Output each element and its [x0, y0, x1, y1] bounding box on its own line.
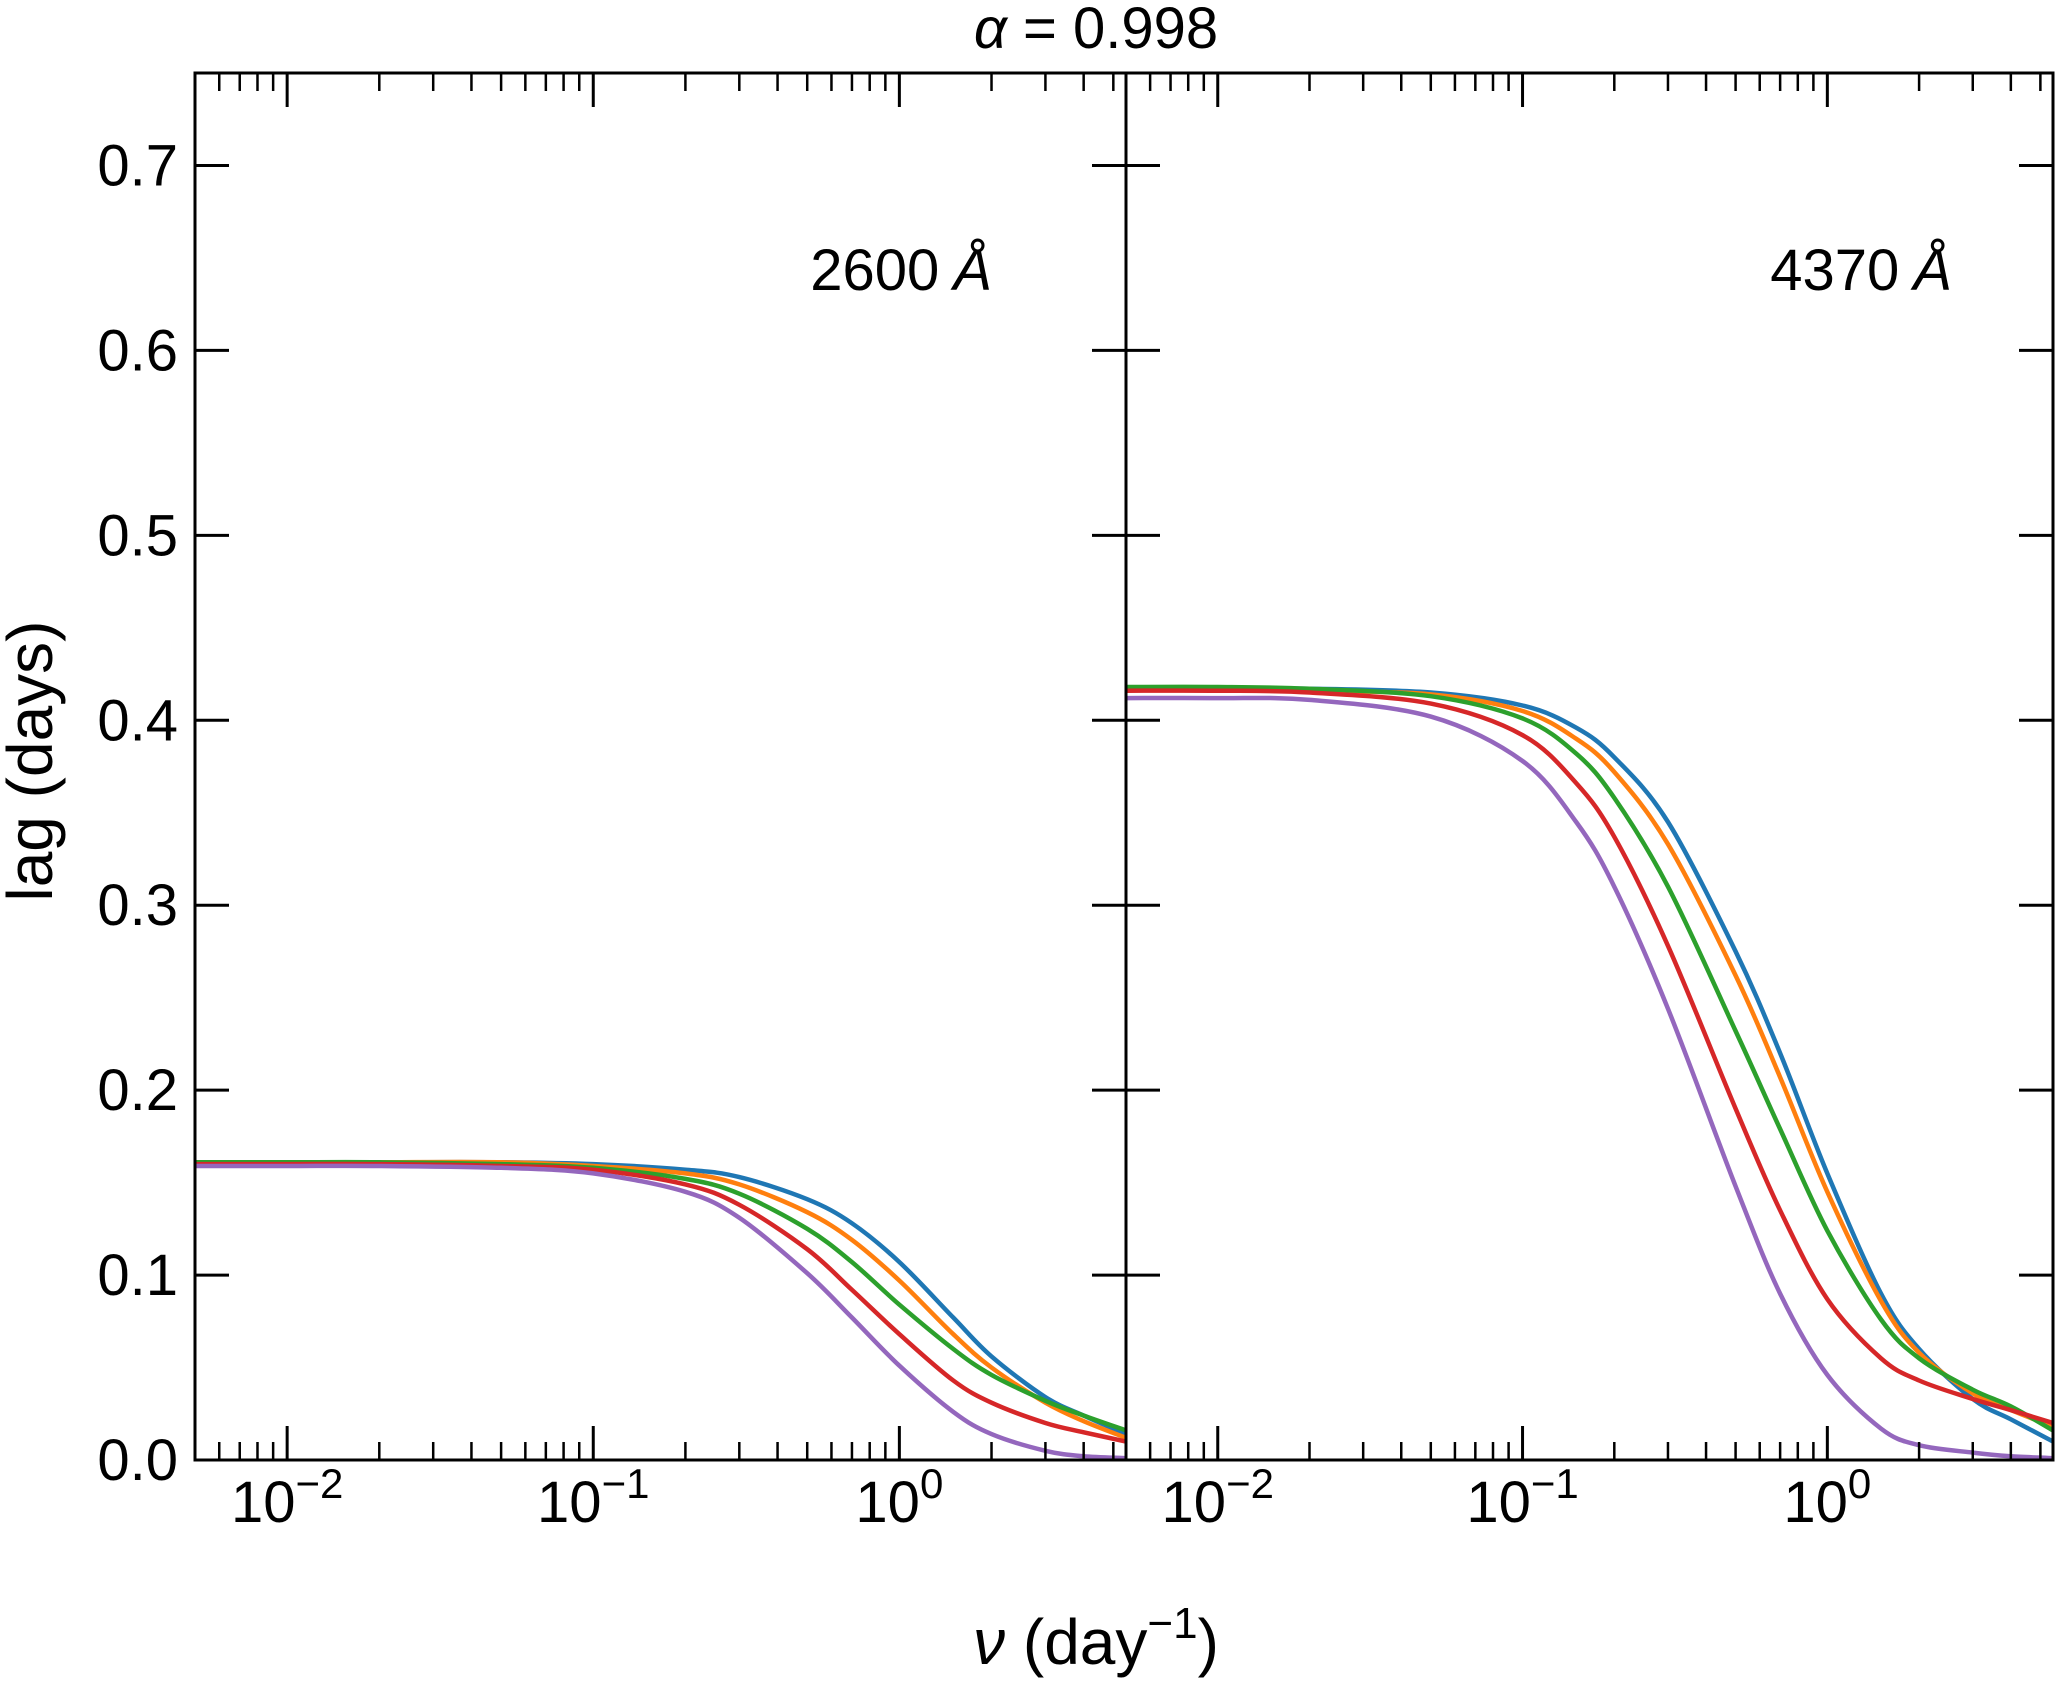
y-tick-label-5: 0.5 — [97, 503, 178, 568]
x-axis-symbol: ν — [973, 1606, 1005, 1678]
y-tick-label-4: 0.4 — [97, 688, 178, 753]
x-tick-base: 10 — [855, 1470, 920, 1535]
x-axis-unit: (day — [1005, 1606, 1147, 1678]
panel-frame — [1124, 71, 2055, 1462]
panel-label-unit: Å — [950, 238, 992, 303]
series-line-3 — [195, 1159, 1126, 1433]
x-tick-exponent: 0 — [920, 1460, 943, 1507]
x-tick-base: 10 — [1162, 1470, 1227, 1535]
x-tick-exponent: −2 — [295, 1460, 343, 1507]
panel-label-2600: 2600 Å — [810, 238, 992, 303]
x-tick-exponent: −2 — [1226, 1460, 1274, 1507]
y-tick-labels: 0.0 0.1 0.2 0.3 0.4 0.5 0.6 0.7 — [97, 133, 178, 1493]
x-axis-exponent: −1 — [1147, 1599, 1197, 1648]
y-axis-label: lag (days) — [0, 621, 66, 902]
x-tick-base: 10 — [537, 1470, 602, 1535]
title-text: = 0.998 — [1007, 0, 1218, 61]
x-tick-exponent: 0 — [1848, 1460, 1871, 1507]
y-tick-label-0: 0.0 — [97, 1428, 178, 1493]
x-tick-label-1-2: 100 — [1783, 1460, 1871, 1535]
series-line-5 — [195, 1163, 1126, 1460]
x-tick-base: 10 — [231, 1470, 296, 1535]
series-line-4 — [195, 1161, 1126, 1444]
panel-label-number: 4370 — [1770, 238, 1899, 303]
x-tick-base: 10 — [1466, 1470, 1531, 1535]
series-layer — [195, 1159, 1126, 1460]
panel-label-4370: 4370 Å — [1770, 238, 1952, 303]
panel-label-unit: Å — [1910, 238, 1952, 303]
y-tick-label-2: 0.2 — [97, 1058, 178, 1123]
y-tick-label-1: 0.1 — [97, 1243, 178, 1308]
series-line-2 — [195, 1159, 1126, 1441]
panel-right: 4370 Å — [1124, 71, 2055, 1462]
series-layer — [1126, 684, 2053, 1460]
x-tick-exponent: −1 — [1531, 1460, 1579, 1507]
x-axis-close: ) — [1198, 1606, 1219, 1678]
title-symbol: α — [974, 0, 1009, 61]
ticks-layer — [1124, 73, 2053, 1462]
x-tick-labels: 10−2 10−1 100 10−2 10−1 100 — [231, 1460, 1871, 1535]
y-tick-label-7: 0.7 — [97, 133, 178, 198]
x-tick-label-0-0: 10−2 — [231, 1460, 343, 1535]
x-tick-exponent: −1 — [602, 1460, 650, 1507]
panel-left: 2600 Å — [193, 71, 1128, 1462]
series-line-3 — [1126, 684, 2053, 1433]
x-tick-label-0-1: 10−1 — [537, 1460, 649, 1535]
y-tick-label-3: 0.3 — [97, 873, 178, 938]
chart-title: α = 0.998 — [974, 0, 1218, 61]
series-line-1 — [195, 1159, 1126, 1437]
x-axis-label: ν (day−1) — [973, 1599, 1219, 1678]
x-tick-label-1-1: 10−1 — [1466, 1460, 1578, 1535]
series-line-4 — [1126, 688, 2053, 1426]
x-tick-label-1-0: 10−2 — [1162, 1460, 1274, 1535]
x-tick-base: 10 — [1783, 1470, 1848, 1535]
x-tick-label-0-2: 100 — [855, 1460, 943, 1535]
panel-label-number: 2600 — [810, 238, 939, 303]
y-tick-label-6: 0.6 — [97, 318, 178, 383]
